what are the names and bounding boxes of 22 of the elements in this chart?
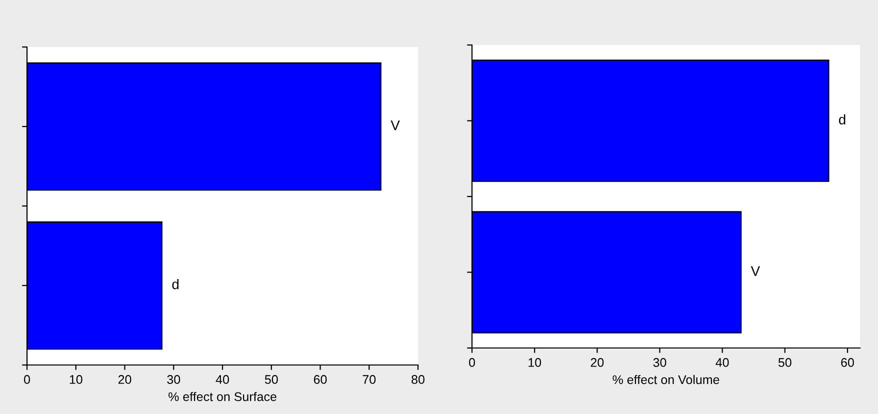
x-tick-label: 70 [362, 375, 376, 384]
x-tick-label: 0 [24, 375, 30, 384]
x-axis-title: % effect on Volume [612, 374, 720, 384]
x-tick-label: 10 [528, 358, 542, 367]
x-tick-label: 20 [590, 358, 604, 367]
x-tick-label: 40 [216, 375, 229, 384]
y-tick-label: d [172, 279, 178, 290]
x-tick-label: 0 [469, 358, 475, 367]
x-tick-label: 60 [841, 358, 854, 367]
x-tick-label: 80 [412, 375, 424, 384]
x-axis-title: % effect on Surface [168, 392, 276, 402]
x-tick-label: 60 [314, 375, 327, 384]
y-tick-label: V [390, 120, 400, 130]
y-tick-label: d [838, 114, 846, 124]
x-tick-label: 30 [653, 358, 666, 367]
y-tick-label: V [750, 266, 760, 276]
x-tick-label: 50 [778, 358, 792, 367]
x-tick-label: 20 [118, 375, 132, 384]
x-tick-label: 40 [716, 358, 729, 367]
x-tick-label: 10 [70, 375, 82, 384]
x-tick-label: 50 [264, 375, 278, 384]
x-tick-label: 30 [167, 375, 180, 384]
